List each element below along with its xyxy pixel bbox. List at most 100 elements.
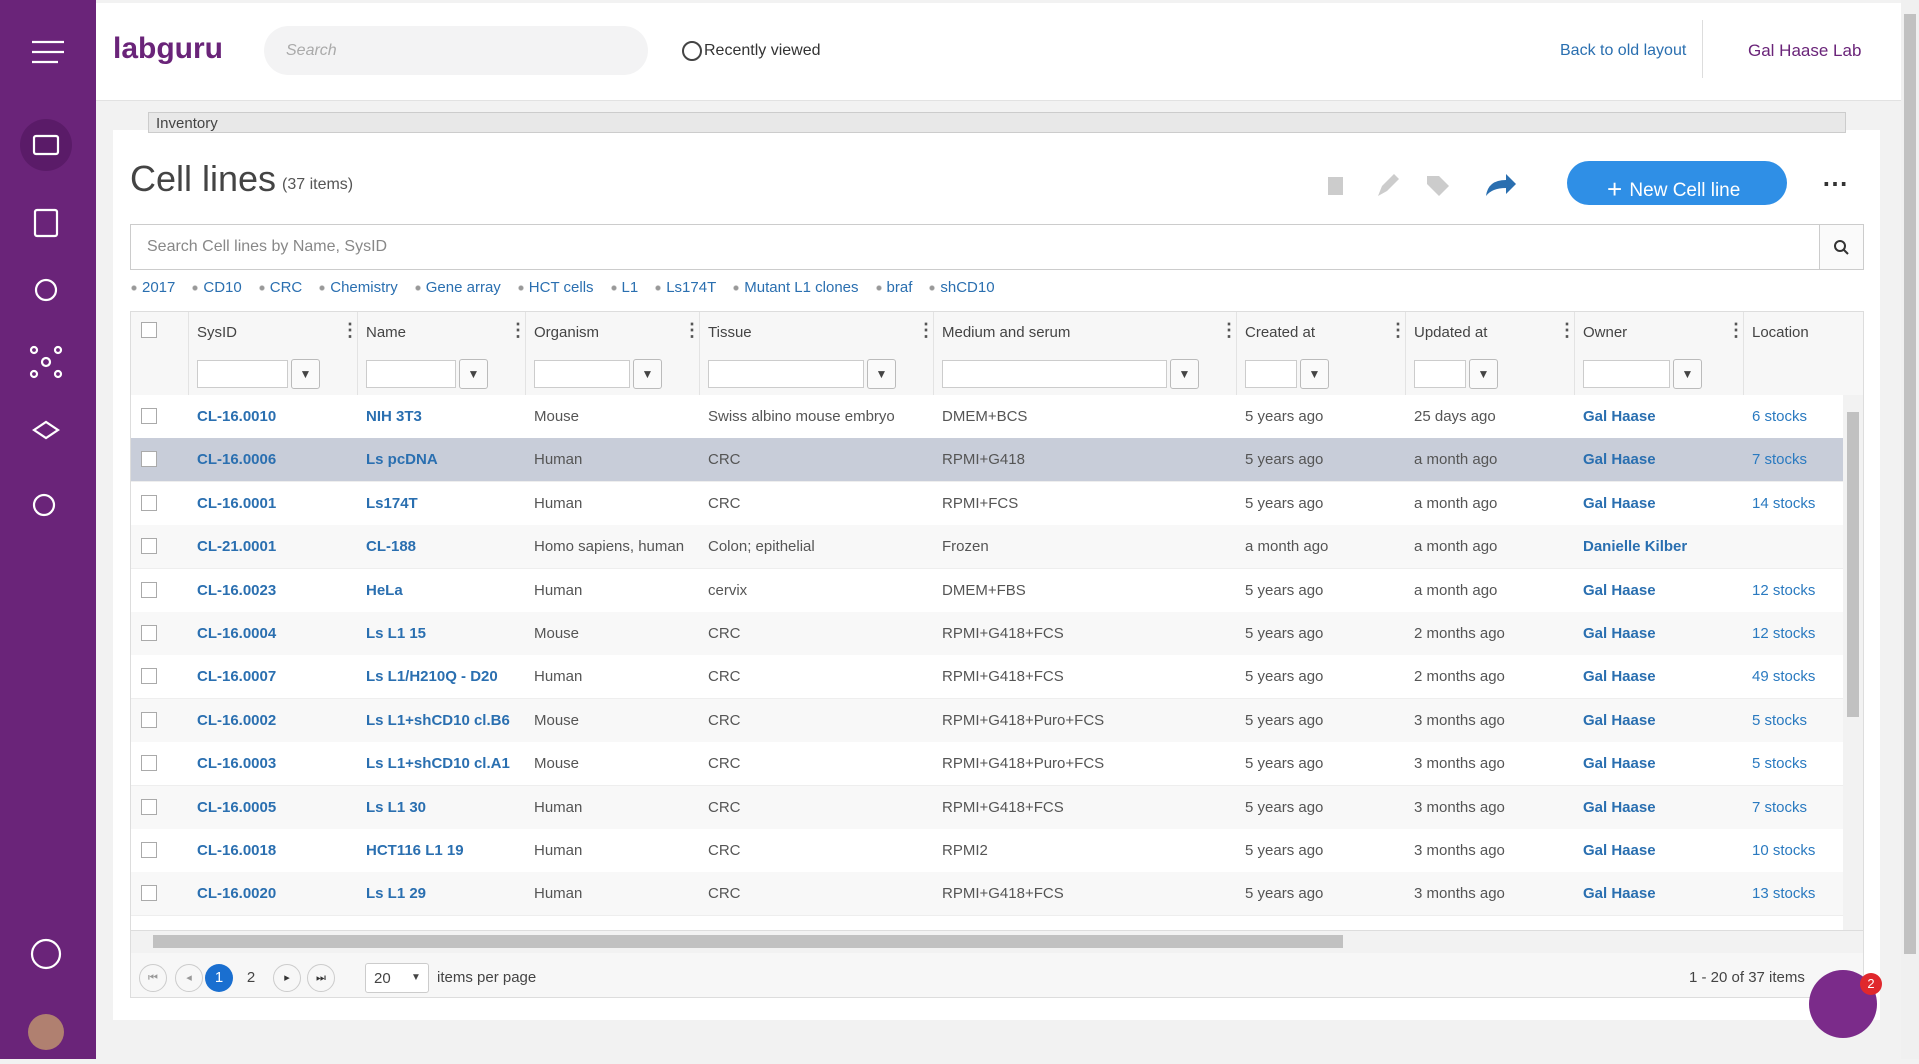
column-header[interactable]: SysID bbox=[197, 324, 238, 341]
filter-button[interactable]: ▼ bbox=[1673, 359, 1702, 389]
filter-button[interactable]: ▼ bbox=[1300, 359, 1329, 389]
pager-nav[interactable]: ▸ bbox=[273, 964, 301, 992]
table-row[interactable]: CL-16.0003 Ls L1+shCD10 cl.A1 Mouse CRC RPMI… bbox=[131, 742, 1843, 787]
pager-nav[interactable]: ⏮ bbox=[139, 964, 167, 992]
table-row[interactable]: CL-16.0005 Ls L1 30 Human CRC RPMI+G418+FCS 5… bbox=[131, 785, 1843, 830]
cell[interactable]: CL-16.0001 bbox=[197, 494, 277, 512]
column-header[interactable]: Name bbox=[366, 324, 407, 341]
search-button[interactable] bbox=[1819, 224, 1864, 270]
select-all[interactable] bbox=[141, 322, 157, 338]
cell[interactable]: 7 stocks bbox=[1752, 798, 1808, 816]
row-checkbox[interactable] bbox=[141, 494, 157, 511]
tag[interactable]: Ls174T bbox=[654, 279, 717, 296]
cell[interactable]: Ls174T bbox=[366, 494, 418, 512]
cell[interactable]: Ls pcDNA bbox=[366, 451, 438, 469]
filter-button[interactable]: ▼ bbox=[633, 359, 662, 389]
cell[interactable]: Gal Haase bbox=[1583, 711, 1656, 729]
cell[interactable]: CL-16.0004 bbox=[197, 625, 277, 642]
table-row[interactable]: CL-16.0001 Ls174T Human CRC RPMI+FCS 5 years … bbox=[131, 481, 1843, 526]
cell[interactable]: CL-16.0006 bbox=[197, 451, 277, 469]
filter-input[interactable] bbox=[1245, 360, 1297, 388]
row-checkbox[interactable] bbox=[141, 711, 157, 728]
cell[interactable]: 5 stocks bbox=[1752, 711, 1808, 729]
page-size[interactable] bbox=[365, 963, 429, 993]
cell[interactable]: HCT116 L1 19 bbox=[366, 842, 464, 859]
tag[interactable]: shCD10 bbox=[928, 279, 995, 296]
v-scroll-thumb[interactable] bbox=[1847, 412, 1859, 717]
cell[interactable]: 7 stocks bbox=[1752, 451, 1808, 469]
cell[interactable]: CL-16.0023 bbox=[197, 581, 277, 599]
cell[interactable]: CL-16.0003 bbox=[197, 755, 277, 773]
filter-input[interactable] bbox=[708, 360, 864, 388]
cell[interactable]: 5 stocks bbox=[1752, 755, 1808, 773]
cell[interactable]: CL-16.0020 bbox=[197, 885, 277, 903]
row-checkbox[interactable] bbox=[141, 798, 157, 815]
row-checkbox[interactable] bbox=[141, 408, 157, 424]
row-checkbox[interactable] bbox=[141, 451, 157, 468]
breadcrumb[interactable]: Inventory bbox=[148, 112, 1846, 133]
toolbar-icons[interactable] bbox=[1320, 168, 1520, 204]
cell[interactable]: Ls L1+shCD10 cl.A1 bbox=[366, 755, 510, 773]
column-menu[interactable]: ⋮ bbox=[1389, 320, 1407, 340]
table-row[interactable]: CL-16.0020 Ls L1 29 Human CRC RPMI+G418+FCS 5… bbox=[131, 872, 1843, 917]
cell[interactable]: CL-16.0018 bbox=[197, 842, 277, 859]
table-row[interactable]: CL-16.0007 Ls L1/H210Q - D20 Human CRC RPMI+… bbox=[131, 655, 1843, 700]
tag[interactable]: CD10 bbox=[191, 279, 242, 296]
tag[interactable]: HCT cells bbox=[516, 279, 594, 296]
column-header[interactable]: Location bbox=[1752, 324, 1809, 341]
table-row[interactable]: CL-16.0023 HeLa Human cervix DMEM+FBS 5 years… bbox=[131, 568, 1843, 613]
tag[interactable]: Chemistry bbox=[318, 279, 398, 296]
new-button[interactable] bbox=[1567, 161, 1787, 205]
tag[interactable]: Gene array bbox=[413, 279, 501, 296]
cell[interactable]: CL-16.0002 bbox=[197, 711, 277, 729]
page-number[interactable]: 2 bbox=[246, 969, 256, 986]
cell[interactable]: Gal Haase bbox=[1583, 625, 1656, 642]
cell[interactable]: 12 stocks bbox=[1752, 625, 1816, 642]
cell[interactable]: NIH 3T3 bbox=[366, 408, 422, 425]
column-header[interactable]: Created at bbox=[1245, 324, 1316, 341]
recently-viewed[interactable]: Recently viewed bbox=[704, 42, 821, 59]
table-row[interactable]: CL-16.0004 Ls L1 15 Mouse CRC RPMI+G418+FCS 5… bbox=[131, 612, 1843, 656]
cell[interactable]: 12 stocks bbox=[1752, 581, 1816, 599]
row-checkbox[interactable] bbox=[141, 581, 157, 598]
column-header[interactable]: Tissue bbox=[708, 324, 752, 341]
more-menu[interactable]: ⋯ bbox=[1822, 168, 1848, 198]
cell[interactable]: Gal Haase bbox=[1583, 755, 1656, 773]
page-scrollbar[interactable] bbox=[1901, 0, 1919, 1059]
cell[interactable]: 14 stocks bbox=[1752, 494, 1816, 512]
table-row[interactable]: CL-16.0010 NIH 3T3 Mouse Swiss albino mouse… bbox=[131, 395, 1843, 439]
tag[interactable]: braf bbox=[874, 279, 913, 296]
row-checkbox[interactable] bbox=[141, 842, 157, 858]
cell[interactable]: Ls L1 15 bbox=[366, 625, 427, 642]
filter-button[interactable]: ▼ bbox=[459, 359, 488, 389]
cell[interactable]: Danielle Kilber bbox=[1583, 538, 1688, 556]
cell[interactable]: Ls L1 30 bbox=[366, 798, 427, 816]
cell[interactable]: 49 stocks bbox=[1752, 668, 1816, 686]
column-menu[interactable]: ⋮ bbox=[1558, 320, 1576, 340]
filter-button[interactable]: ▼ bbox=[867, 359, 896, 389]
cell[interactable]: CL-16.0007 bbox=[197, 668, 277, 686]
brand[interactable]: labguru bbox=[113, 32, 223, 65]
cell[interactable]: Gal Haase bbox=[1583, 668, 1656, 686]
cell[interactable]: Gal Haase bbox=[1583, 798, 1656, 816]
row-checkbox[interactable] bbox=[141, 668, 157, 685]
table-row[interactable]: CL-16.0018 HCT116 L1 19 Human CRC RPMI2 5 yea… bbox=[131, 829, 1843, 873]
cell[interactable]: 6 stocks bbox=[1752, 408, 1808, 425]
column-menu[interactable]: ⋮ bbox=[683, 320, 701, 340]
page-number[interactable]: 1 bbox=[205, 964, 233, 992]
cell[interactable]: Ls L1+shCD10 cl.B6 bbox=[366, 711, 510, 729]
column-menu[interactable]: ⋮ bbox=[341, 320, 359, 340]
filter-input[interactable] bbox=[942, 360, 1167, 388]
cell[interactable]: Gal Haase bbox=[1583, 581, 1656, 599]
column-header[interactable]: Medium and serum bbox=[942, 324, 1071, 341]
cell[interactable]: Gal Haase bbox=[1583, 885, 1656, 903]
cell[interactable]: CL-188 bbox=[366, 538, 417, 556]
column-menu[interactable]: ⋮ bbox=[1220, 320, 1238, 340]
cell[interactable]: Gal Haase bbox=[1583, 494, 1656, 512]
page-size-value[interactable]: 20 bbox=[374, 970, 391, 987]
cell[interactable]: 13 stocks bbox=[1752, 885, 1816, 903]
filter-input[interactable] bbox=[534, 360, 630, 388]
tag[interactable]: L1 bbox=[609, 279, 639, 296]
row-checkbox[interactable] bbox=[141, 625, 157, 641]
row-checkbox[interactable] bbox=[141, 885, 157, 902]
